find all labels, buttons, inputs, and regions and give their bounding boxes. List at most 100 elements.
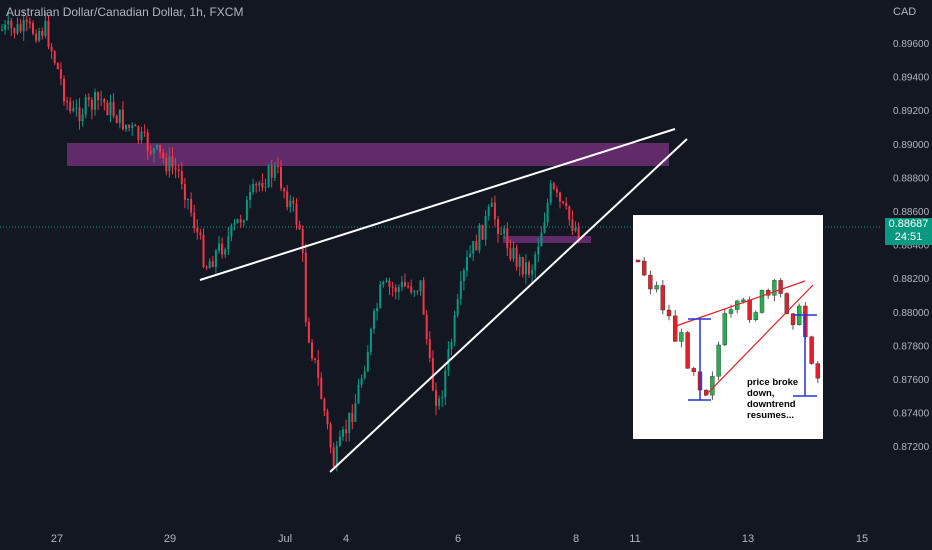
candle-body (137, 126, 140, 141)
candle-body (32, 23, 34, 34)
inset-candle-body (648, 274, 653, 290)
candle-body (252, 184, 255, 192)
resistance-zone (67, 143, 669, 166)
candle-body (559, 192, 561, 202)
y-tick-label: 0.89200 (893, 106, 930, 117)
candle-body (214, 250, 217, 267)
candle-body (363, 371, 366, 379)
candle-body (25, 20, 28, 22)
inset-wedge-lower (704, 284, 814, 397)
candle-body (388, 280, 391, 288)
candle-body (435, 390, 437, 406)
candle-body (245, 199, 248, 221)
inset-candle-body (809, 336, 814, 364)
candle-body (329, 424, 332, 448)
candle-body (19, 24, 22, 32)
inset-annotation: price broke down, downtrend resumes... (747, 377, 799, 421)
currency-label: CAD (893, 6, 917, 18)
inset-example-chart (633, 215, 823, 439)
candle-body (555, 189, 558, 193)
candle-body (202, 234, 205, 267)
candle-body (373, 311, 375, 329)
x-tick-label: 27 (51, 533, 63, 545)
last-price-badge: 0.88687 24:51 (885, 218, 932, 245)
x-tick-label: 15 (856, 533, 868, 545)
support-zone (503, 236, 591, 243)
candle-body (531, 270, 534, 275)
candle-body (16, 24, 19, 34)
candle-body (218, 243, 220, 251)
candle-body (187, 198, 189, 200)
x-tick-label: Jul (278, 533, 292, 545)
candle-body (438, 398, 441, 406)
candle-body (1, 29, 3, 31)
inset-candle-body (679, 332, 684, 342)
y-tick-label: 0.87400 (893, 409, 930, 420)
candle-body (326, 411, 329, 425)
candle-body (273, 165, 276, 178)
candle-body (546, 202, 549, 223)
candle-body (394, 287, 397, 292)
chart-title: Australian Dollar/Canadian Dollar, 1h, F… (6, 5, 244, 19)
candle-body (500, 233, 503, 235)
y-tick-label: 0.87600 (893, 375, 930, 386)
inset-candle-body (635, 259, 641, 263)
candle-body (4, 24, 7, 30)
y-tick-label: 0.88200 (893, 274, 930, 285)
candle-body (180, 171, 183, 185)
candle-body (190, 198, 193, 213)
candle-body (255, 184, 258, 186)
candle-body (345, 429, 348, 434)
candle-body (357, 384, 360, 404)
last-price: 0.88687 (888, 218, 929, 230)
candle-body (481, 224, 484, 240)
candle-body (63, 78, 65, 102)
candle-body (524, 262, 527, 275)
candle-body (94, 92, 96, 110)
candle-body (118, 109, 121, 123)
candle-body (47, 20, 50, 47)
y-tick-label: 0.88800 (893, 173, 930, 184)
candle-body (286, 191, 289, 208)
candle-body (528, 262, 530, 275)
candle-body (90, 99, 93, 110)
wedge-upper-line (199, 128, 676, 281)
candle-body (490, 202, 493, 207)
candle-body (28, 21, 31, 24)
candle-body (38, 31, 41, 41)
candle-body (366, 352, 369, 372)
candle-body (512, 247, 515, 260)
y-tick-label: 0.88600 (893, 207, 930, 218)
candle-body (100, 99, 103, 101)
candle-body (264, 186, 267, 188)
candle-body (307, 321, 310, 343)
x-tick-label: 4 (343, 533, 349, 545)
candle-body (537, 246, 540, 255)
y-tick-label: 0.87800 (893, 341, 930, 352)
candle-body (230, 225, 233, 237)
candle-body (351, 412, 354, 422)
candle-body (261, 182, 264, 188)
candle-body (280, 167, 282, 189)
candle-body (131, 125, 134, 128)
candle-body (109, 101, 112, 116)
candle-body (156, 144, 158, 149)
candle-body (385, 280, 388, 282)
inset-diagram (635, 257, 821, 401)
candle-body (453, 315, 456, 343)
candle-body (518, 256, 521, 267)
inset-candle-body (790, 313, 796, 326)
candle-body (419, 280, 422, 292)
inset-candle-body (753, 312, 759, 320)
candle-body (478, 224, 481, 251)
candle-body (283, 188, 286, 192)
inset-candle-body (772, 280, 777, 296)
inset-candle-body (815, 363, 821, 379)
inset-candle-body (722, 313, 728, 346)
candle-body (354, 403, 357, 422)
candle-body (462, 270, 465, 282)
inset-candle-body (666, 309, 672, 317)
candle-body (391, 287, 394, 289)
candle-body (549, 183, 552, 203)
